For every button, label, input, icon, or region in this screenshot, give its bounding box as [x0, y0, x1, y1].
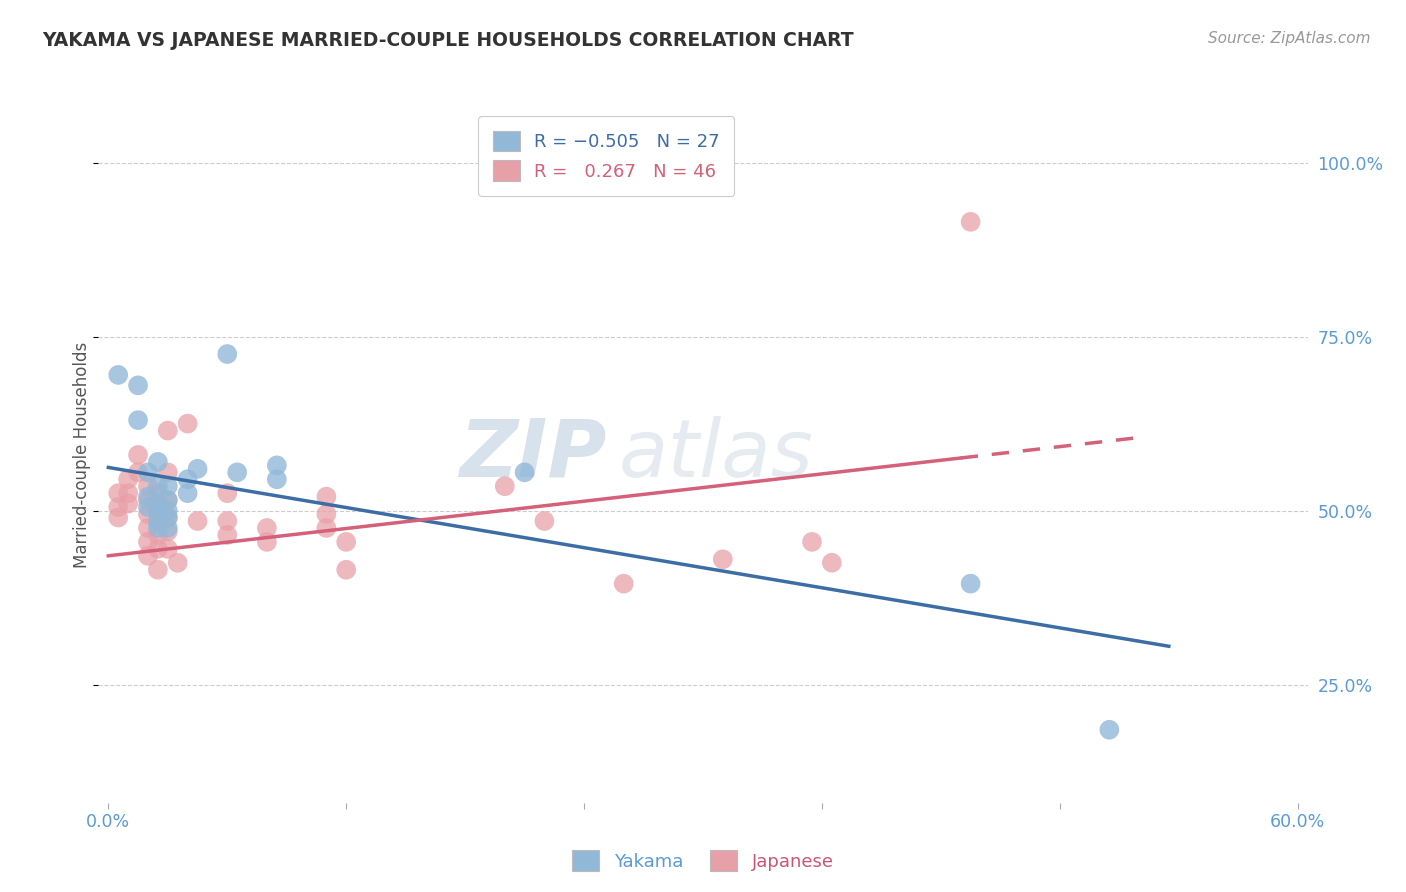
Point — [217, 347, 239, 361]
Point — [156, 493, 179, 508]
Point — [156, 466, 179, 480]
Point — [176, 472, 198, 486]
Point — [156, 503, 179, 517]
Point — [127, 466, 149, 480]
Point — [146, 503, 169, 517]
Legend: Yakama, Japanese: Yakama, Japanese — [565, 843, 841, 879]
Point — [146, 486, 169, 500]
Point — [315, 490, 337, 504]
Point — [127, 448, 149, 462]
Point — [959, 576, 981, 591]
Y-axis label: Married-couple Households: Married-couple Households — [73, 342, 91, 568]
Point — [146, 528, 169, 542]
Point — [156, 521, 179, 535]
Text: atlas: atlas — [619, 416, 813, 494]
Point — [186, 514, 208, 528]
Point — [256, 534, 278, 549]
Point — [136, 507, 159, 521]
Point — [613, 576, 636, 591]
Point — [136, 549, 159, 563]
Point — [315, 507, 337, 521]
Point — [146, 514, 169, 528]
Point — [166, 556, 188, 570]
Point — [156, 524, 179, 539]
Point — [146, 497, 169, 511]
Point — [821, 556, 844, 570]
Point — [146, 521, 169, 535]
Text: YAKAMA VS JAPANESE MARRIED-COUPLE HOUSEHOLDS CORRELATION CHART: YAKAMA VS JAPANESE MARRIED-COUPLE HOUSEH… — [42, 31, 853, 50]
Point — [256, 521, 278, 535]
Point — [156, 510, 179, 524]
Point — [156, 510, 179, 524]
Point — [176, 417, 198, 431]
Point — [315, 521, 337, 535]
Point — [107, 510, 129, 524]
Point — [156, 541, 179, 556]
Point — [136, 500, 159, 514]
Point — [146, 563, 169, 577]
Point — [146, 500, 169, 514]
Point — [146, 455, 169, 469]
Point — [136, 521, 159, 535]
Point — [117, 497, 139, 511]
Text: Source: ZipAtlas.com: Source: ZipAtlas.com — [1208, 31, 1371, 46]
Point — [217, 514, 239, 528]
Point — [156, 493, 179, 508]
Point — [136, 490, 159, 504]
Point — [335, 563, 357, 577]
Point — [801, 534, 824, 549]
Point — [127, 413, 149, 427]
Point — [335, 534, 357, 549]
Point — [107, 500, 129, 514]
Point — [711, 552, 734, 566]
Point — [146, 514, 169, 528]
Point — [127, 378, 149, 392]
Point — [217, 528, 239, 542]
Point — [136, 493, 159, 508]
Point — [494, 479, 516, 493]
Point — [136, 479, 159, 493]
Point — [107, 486, 129, 500]
Point — [107, 368, 129, 382]
Point — [217, 486, 239, 500]
Point — [533, 514, 555, 528]
Point — [146, 479, 169, 493]
Point — [266, 458, 288, 473]
Point — [513, 466, 536, 480]
Text: ZIP: ZIP — [458, 416, 606, 494]
Point — [117, 472, 139, 486]
Point — [146, 541, 169, 556]
Point — [156, 424, 179, 438]
Legend: R = −0.505   N = 27, R =   0.267   N = 46: R = −0.505 N = 27, R = 0.267 N = 46 — [478, 116, 734, 195]
Point — [136, 534, 159, 549]
Point — [156, 479, 179, 493]
Point — [176, 486, 198, 500]
Point — [226, 466, 249, 480]
Point — [1098, 723, 1121, 737]
Point — [959, 215, 981, 229]
Point — [117, 486, 139, 500]
Point — [136, 466, 159, 480]
Point — [266, 472, 288, 486]
Point — [186, 462, 208, 476]
